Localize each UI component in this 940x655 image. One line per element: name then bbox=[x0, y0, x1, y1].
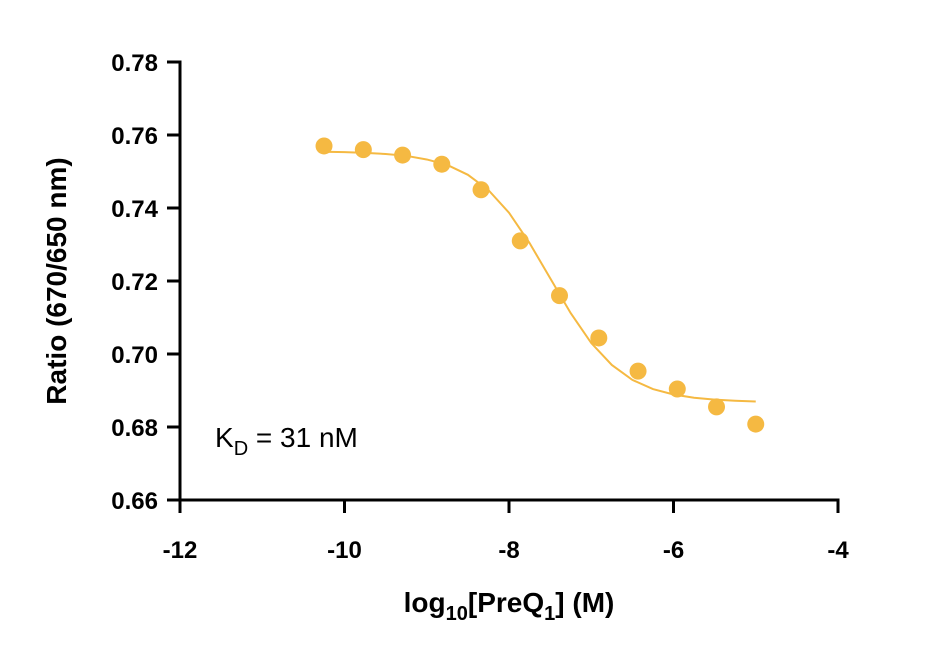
y-axis-title: Ratio (670/650 nm) bbox=[41, 157, 72, 404]
x-title-part: log bbox=[404, 587, 446, 618]
y-tick-label: 0.78 bbox=[111, 50, 158, 77]
data-point bbox=[629, 362, 647, 380]
data-point bbox=[668, 380, 686, 398]
x-tick-label: -10 bbox=[327, 537, 362, 564]
x-title-part: [PreQ bbox=[468, 587, 544, 618]
y-tick-label: 0.68 bbox=[111, 415, 158, 442]
data-point bbox=[354, 141, 372, 159]
y-tick-label: 0.74 bbox=[111, 196, 158, 223]
x-tick-label: -12 bbox=[163, 537, 198, 564]
x-title-subscript: 10 bbox=[446, 603, 468, 625]
data-point bbox=[394, 146, 412, 164]
data-point bbox=[747, 415, 765, 433]
x-tick-label: -6 bbox=[663, 537, 684, 564]
x-tick-label: -4 bbox=[827, 537, 849, 564]
x-title-subscript: 1 bbox=[544, 603, 555, 625]
x-tick-label: -8 bbox=[498, 537, 519, 564]
annotation-part: = 31 nM bbox=[248, 422, 358, 453]
annotation: KD = 31 nM bbox=[215, 422, 358, 460]
x-title-part: ] (M) bbox=[555, 587, 614, 618]
annotation-part: K bbox=[215, 422, 234, 453]
y-tick-label: 0.76 bbox=[111, 123, 158, 150]
data-point bbox=[511, 232, 529, 250]
data-point bbox=[315, 137, 333, 155]
y-tick-label: 0.70 bbox=[111, 342, 158, 369]
x-axis-title: log10[PreQ1] (M) bbox=[404, 587, 615, 625]
fit-curve bbox=[323, 150, 756, 403]
data-point bbox=[433, 155, 451, 173]
data-point bbox=[472, 181, 490, 199]
y-tick-label: 0.66 bbox=[111, 488, 158, 515]
data-point bbox=[590, 329, 608, 347]
y-tick-label: 0.72 bbox=[111, 269, 158, 296]
data-point bbox=[708, 398, 726, 416]
data-point bbox=[551, 287, 569, 305]
annotation-subscript: D bbox=[234, 438, 248, 460]
